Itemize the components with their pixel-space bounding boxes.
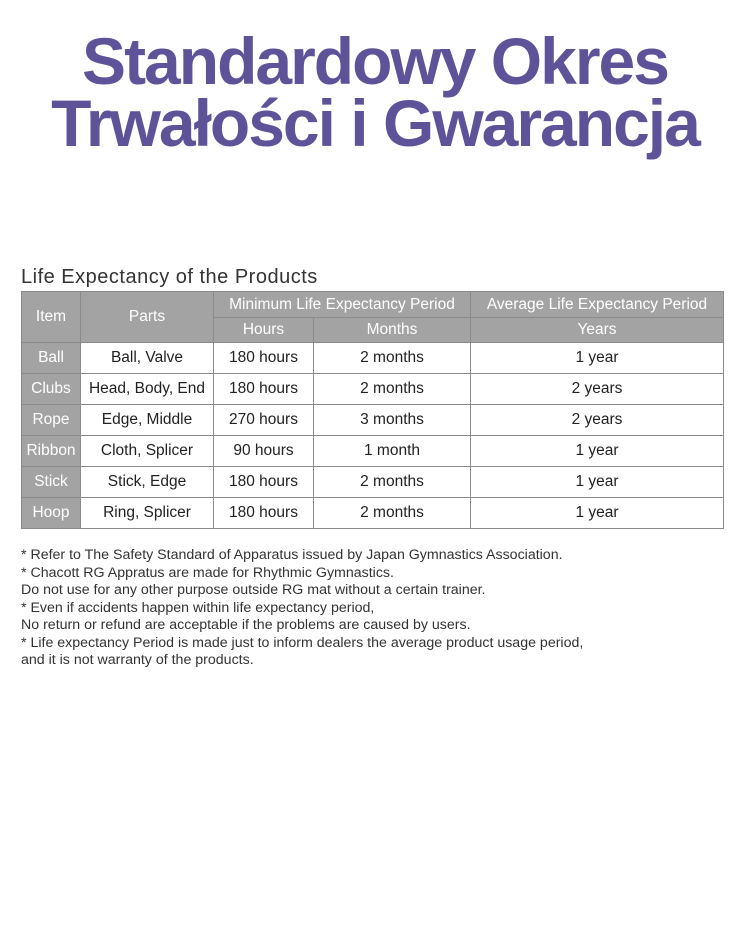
cell-item: Hoop (21, 497, 81, 529)
cell-parts: Head, Body, End (80, 373, 214, 405)
note: and it is not warranty of the products. (21, 652, 254, 668)
cell-hours: 270 hours (213, 404, 314, 436)
header-years: Years (470, 317, 724, 343)
cell-months: 2 months (313, 466, 471, 498)
cell-years: 1 year (470, 435, 724, 467)
cell-months: 2 months (313, 373, 471, 405)
table-row: Ball Ball, Valve 180 hours 2 months 1 year (21, 342, 724, 374)
header-hours: Hours (213, 317, 314, 343)
header-item: Item (21, 291, 81, 343)
note: * Refer to The Safety Standard of Appara… (21, 547, 563, 563)
cell-item: Ribbon (21, 435, 81, 467)
footnotes: * Refer to The Safety Standard of Appara… (21, 547, 583, 670)
table-caption: Life Expectancy of the Products (21, 266, 318, 288)
cell-years: 1 year (470, 342, 724, 374)
header-months: Months (313, 317, 471, 343)
header-parts: Parts (80, 291, 214, 343)
cell-months: 3 months (313, 404, 471, 436)
life-expectancy-table: Item Parts Minimum Life Expectancy Perio… (21, 291, 724, 529)
cell-parts: Stick, Edge (80, 466, 214, 498)
cell-item: Rope (21, 404, 81, 436)
cell-hours: 180 hours (213, 373, 314, 405)
note: * Life expectancy Period is made just to… (21, 634, 584, 651)
page-title: Standardowy Okres Trwałości i Gwarancja (0, 24, 750, 160)
cell-hours: 180 hours (213, 342, 314, 374)
table-row: Ribbon Cloth, Splicer 90 hours 1 month 1 yea… (21, 435, 724, 467)
note: No return or refund are acceptable if th… (21, 617, 471, 633)
title-line-2: Trwałości i Gwarancja (51, 86, 701, 160)
cell-parts: Ball, Valve (80, 342, 214, 374)
cell-months: 2 months (313, 342, 471, 374)
cell-years: 2 years (470, 373, 724, 405)
cell-item: Ball (21, 342, 81, 374)
header-avg-period: Average Life Expectancy Period (470, 291, 724, 318)
cell-item: Clubs (21, 373, 81, 405)
header-min-period: Minimum Life Expectancy Period (213, 291, 471, 318)
cell-parts: Ring, Splicer (80, 497, 214, 529)
table-row: Clubs Head, Body, End 180 hours 2 months 2 y… (21, 373, 724, 405)
table-row: Hoop Ring, Splicer 180 hours 2 months 1 year (21, 497, 724, 529)
note: * Chacott RG Appratus are made for Rhyth… (21, 564, 394, 581)
cell-parts: Cloth, Splicer (80, 435, 214, 467)
cell-parts: Edge, Middle (80, 404, 214, 436)
cell-years: 1 year (470, 497, 724, 529)
cell-hours: 180 hours (213, 497, 314, 529)
cell-hours: 180 hours (213, 466, 314, 498)
table-row: Stick Stick, Edge 180 hours 2 months 1 year (21, 466, 724, 498)
cell-months: 1 month (313, 435, 471, 467)
note: * Even if accidents happen within life e… (21, 599, 375, 616)
cell-years: 2 years (470, 404, 724, 436)
cell-item: Stick (21, 466, 81, 498)
cell-hours: 90 hours (213, 435, 314, 467)
cell-years: 1 year (470, 466, 724, 498)
note: Do not use for any other purpose outside… (21, 582, 486, 598)
table-row: Rope Edge, Middle 270 hours 3 months 2 years (21, 404, 724, 436)
title-line-1: Standardowy Okres (82, 24, 670, 98)
cell-months: 2 months (313, 497, 471, 529)
